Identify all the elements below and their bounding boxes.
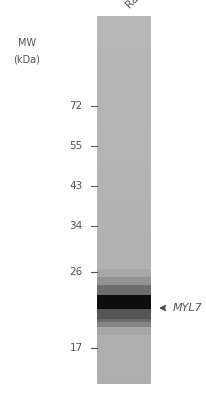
Bar — [97, 361, 150, 366]
Bar — [97, 163, 150, 168]
Bar — [97, 292, 150, 297]
Bar — [97, 218, 150, 223]
Bar — [97, 94, 150, 99]
Text: MYL7: MYL7 — [172, 303, 202, 313]
Bar — [97, 283, 150, 287]
Bar — [97, 295, 150, 309]
Bar — [97, 242, 150, 246]
Bar — [97, 34, 150, 39]
Bar — [97, 299, 150, 327]
Bar — [97, 30, 150, 34]
Bar — [97, 366, 150, 370]
Bar — [97, 285, 150, 319]
Text: 26: 26 — [69, 267, 82, 277]
Bar — [97, 214, 150, 218]
Bar — [97, 71, 150, 76]
Bar — [97, 16, 150, 20]
Bar — [97, 315, 150, 320]
Bar — [97, 277, 150, 327]
Bar — [97, 264, 150, 269]
Bar — [97, 370, 150, 375]
Bar — [97, 58, 150, 62]
Bar — [97, 309, 150, 317]
Bar — [97, 232, 150, 237]
Bar — [97, 80, 150, 85]
Bar — [97, 168, 150, 172]
Bar — [97, 324, 150, 329]
Bar — [97, 287, 150, 292]
Bar — [97, 90, 150, 94]
Bar — [97, 126, 150, 131]
Bar — [97, 76, 150, 80]
Bar — [97, 104, 150, 108]
Bar — [97, 191, 150, 196]
Bar — [97, 329, 150, 333]
Bar — [97, 352, 150, 356]
Bar — [97, 145, 150, 150]
Bar — [97, 140, 150, 145]
Bar — [97, 237, 150, 241]
Bar — [97, 172, 150, 177]
Bar — [97, 136, 150, 140]
Bar — [97, 228, 150, 232]
Bar — [97, 375, 150, 379]
Bar — [97, 269, 150, 335]
Text: 72: 72 — [69, 101, 82, 111]
Bar — [97, 301, 150, 306]
Bar — [97, 209, 150, 214]
Bar — [97, 113, 150, 117]
Bar — [97, 223, 150, 228]
Bar — [97, 182, 150, 186]
Text: 34: 34 — [69, 221, 82, 231]
Bar — [97, 62, 150, 66]
Text: 17: 17 — [69, 343, 82, 353]
Bar — [97, 304, 150, 322]
Bar — [97, 310, 150, 315]
Bar — [97, 269, 150, 274]
Bar — [97, 108, 150, 112]
Bar — [97, 205, 150, 209]
Bar — [97, 246, 150, 250]
Text: MW: MW — [18, 38, 36, 48]
Bar — [97, 53, 150, 58]
Text: Rat heart: Rat heart — [124, 0, 165, 10]
Bar — [97, 274, 150, 278]
Bar — [97, 196, 150, 200]
Bar — [97, 99, 150, 104]
Bar — [97, 200, 150, 205]
Bar — [97, 177, 150, 182]
Text: 55: 55 — [69, 141, 82, 151]
Bar — [97, 333, 150, 338]
Bar — [97, 122, 150, 126]
Bar — [97, 342, 150, 347]
Bar — [97, 85, 150, 90]
Bar — [97, 44, 150, 48]
Bar — [97, 21, 150, 25]
Bar — [97, 379, 150, 384]
Bar — [97, 39, 150, 44]
Bar — [97, 67, 150, 71]
Bar — [97, 320, 150, 324]
Bar — [97, 159, 150, 163]
Bar — [97, 117, 150, 122]
Bar — [97, 255, 150, 260]
Bar — [97, 306, 150, 310]
Text: 43: 43 — [69, 181, 82, 191]
Text: (kDa): (kDa) — [13, 54, 40, 64]
Bar — [97, 186, 150, 191]
Bar — [97, 25, 150, 30]
Bar — [97, 260, 150, 264]
Bar — [97, 278, 150, 283]
Bar — [97, 347, 150, 352]
Bar — [97, 356, 150, 361]
Bar — [97, 131, 150, 136]
Bar — [97, 150, 150, 154]
Bar — [97, 250, 150, 255]
Bar — [97, 154, 150, 158]
Bar — [97, 338, 150, 342]
Bar — [97, 297, 150, 301]
Bar — [97, 48, 150, 53]
